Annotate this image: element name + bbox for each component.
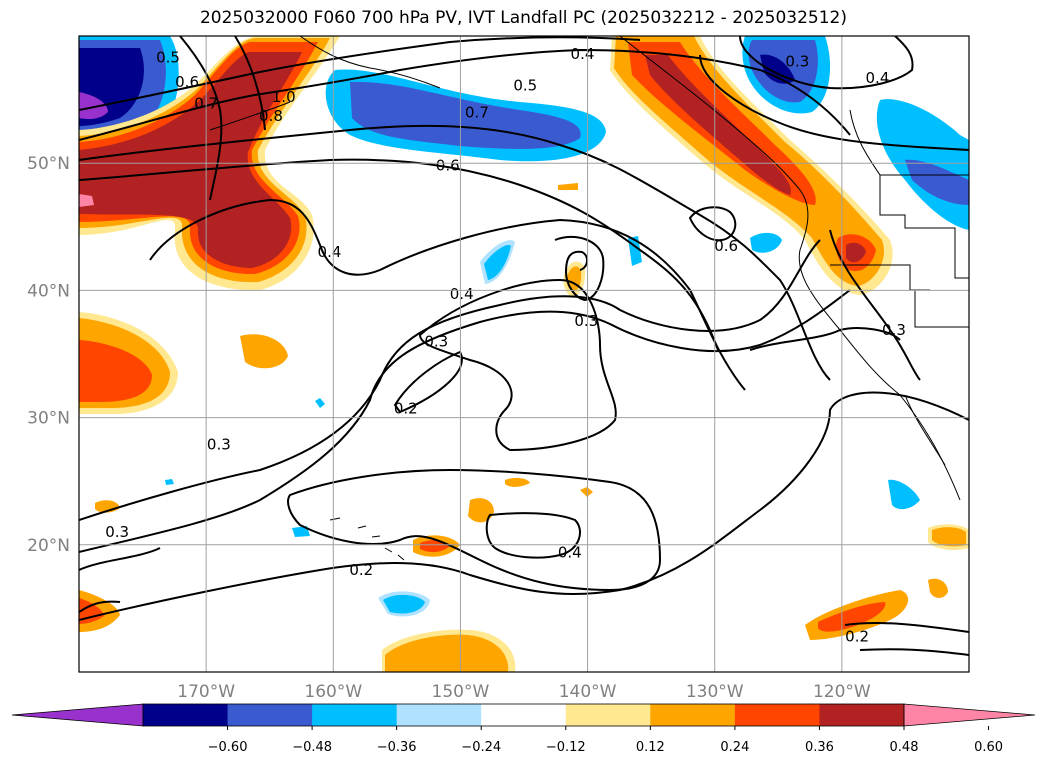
contour-label: 0.3 [574,312,598,330]
colorbar-tick-label: 0.12 [636,740,665,755]
colorbar-outline [142,703,905,727]
lat-tick-label: 20°N [27,536,70,556]
colorbar-max-extend [903,703,1036,727]
contour-label: 1.0 [272,88,296,106]
colorbar-tick-label: 0.36 [805,740,834,755]
lon-tick-label: 150°W [432,682,490,702]
contour-label-layer: 0.50.60.7 1.00.80.40.50.70.60.40.40.30.30… [105,45,906,646]
colorbar-tick-label: −0.48 [292,740,332,755]
contour-label: 0.4 [571,45,595,63]
pv-contour-layer [79,36,969,656]
colorbar-swatch [396,704,482,726]
colorbar-swatch [143,704,229,726]
colorbar-tick-label: 0.60 [974,740,1003,755]
colorbar-swatch [819,704,905,726]
contour-label: 0.4 [450,285,474,303]
lat-tick-label: 40°N [27,281,70,301]
contour-label: 0.4 [318,243,342,261]
axis-tick-labels: 170°W 160°W 150°W 140°W 130°W 120°W 50°N 40°N 30… [27,154,871,702]
colorbar-swatch [650,704,736,726]
colorbar-tick-label: 0.24 [720,740,749,755]
colorbar-tick-label: 0.48 [890,740,919,755]
contour-label: 0.6 [436,157,460,175]
contour-label: 0.7 [465,103,489,121]
map-frame [78,35,970,673]
contour-label: 0.8 [259,107,283,125]
colorbar-tick-label: −0.24 [461,740,501,755]
colorbar-min-extend [11,703,144,727]
colorbar-tick-label: −0.60 [208,740,248,755]
colorbar: −0.60 −0.48 −0.36 −0.24 −0.12 0.12 0.24 0.36 0.4… [11,703,1036,755]
contour-label: 0.3 [105,523,129,541]
lat-tick-label: 30°N [27,409,70,429]
contour-label: 0.4 [866,69,890,87]
contour-label: 0.6 [175,73,199,91]
contour-label: 0.4 [558,543,582,561]
colorbar-tick-label: −0.36 [377,740,417,755]
lon-tick-label: 160°W [304,682,362,702]
contour-label: 0.2 [349,561,373,579]
colorbar-swatch [481,704,567,726]
lon-tick-label: 120°W [813,682,871,702]
contour-label: 0.6 [714,237,738,255]
lat-tick-label: 50°N [27,154,70,174]
graticule [79,36,969,672]
contour-label: 0.3 [785,52,809,70]
colorbar-swatch [734,704,820,726]
colorbar-tick-label: −0.12 [546,740,586,755]
map-title: 2025032000 F060 700 hPa PV, IVT Landfall… [199,8,847,28]
contour-label: 0.3 [424,332,448,350]
contour-label: 0.5 [513,77,537,95]
colorbar-swatch [312,704,398,726]
contour-label: 0.5 [156,49,180,67]
lon-tick-label: 140°W [559,682,617,702]
contour-label: 0.3 [882,321,906,339]
lon-tick-label: 130°W [686,682,744,702]
colorbar-swatch [227,704,313,726]
contour-label: 0.3 [207,435,231,453]
lon-tick-label: 170°W [177,682,235,702]
colorbar-swatch [565,704,651,726]
contour-label: 0.2 [394,400,418,418]
contour-label: 0.2 [845,627,869,645]
shaded-field-layer [79,36,969,672]
